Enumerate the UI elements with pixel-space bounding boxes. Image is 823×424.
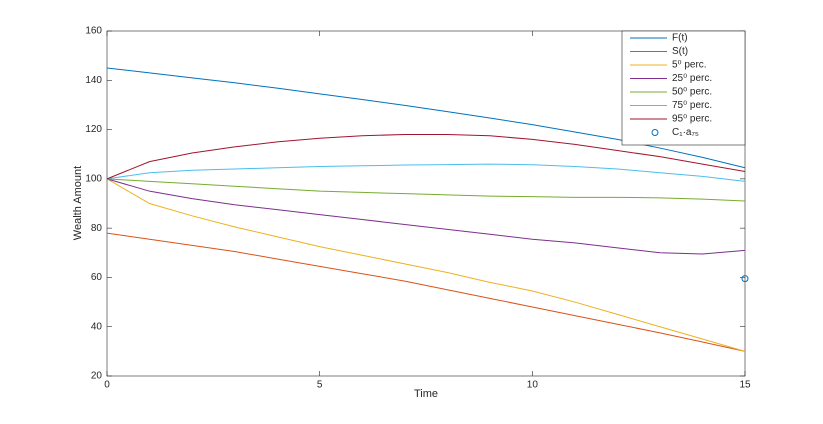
legend-box [621,30,746,146]
y-tick-label: 160 [85,26,102,37]
legend-label: 95⁰ perc. [672,114,712,125]
y-axis-label: Wealth Amount [72,166,84,240]
y-tick-label: 100 [85,173,102,184]
legend-label: F(t) [672,33,688,44]
y-tick-label: 20 [91,371,103,382]
y-tick-label: 140 [85,75,102,86]
legend-label: 50⁰ perc. [672,87,712,98]
legend-label: 25⁰ perc. [672,73,712,84]
x-axis-label: Time [414,388,438,400]
legend-label: 5⁰ perc. [672,60,707,71]
y-tick-label: 40 [91,321,103,332]
legend-label: S(t) [672,46,688,57]
legend-label: 75⁰ perc. [672,100,712,111]
x-tick-label: 10 [527,380,539,391]
point-marker [741,275,749,283]
y-tick-label: 120 [85,124,102,135]
legend-swatch [651,129,659,136]
series-line [106,178,746,255]
series-line [106,178,746,202]
series-line [106,178,746,352]
series-line [106,134,746,180]
x-tick-label: 0 [104,380,110,391]
x-tick-label: 15 [739,380,751,391]
series-line [106,232,746,352]
y-tick-label: 80 [91,223,103,234]
series-line [106,163,746,182]
y-tick-label: 60 [91,272,103,283]
x-tick-label: 5 [317,380,323,391]
legend-label: C₁·a₇₅ [672,127,699,138]
